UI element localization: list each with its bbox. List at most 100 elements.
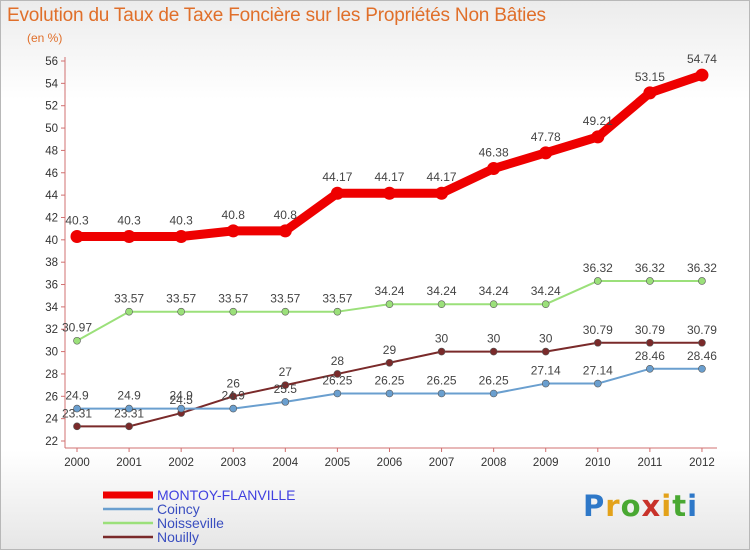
data-label: 30.79	[687, 323, 717, 337]
data-label: 33.57	[114, 292, 144, 306]
data-point	[330, 186, 344, 200]
data-point	[333, 307, 342, 316]
y-tick-label: 46	[45, 168, 58, 180]
series-line	[72, 70, 707, 241]
data-point	[333, 389, 342, 398]
y-tick-label: 52	[45, 101, 58, 113]
data-point	[593, 338, 602, 347]
data-label: 44.17	[427, 170, 457, 184]
y-tick-label: 42	[45, 212, 58, 224]
legend-label: Coincy	[157, 501, 200, 517]
data-label: 25.5	[274, 382, 298, 396]
data-point	[489, 389, 498, 398]
y-tick-label: 22	[45, 436, 58, 448]
data-point	[281, 381, 290, 389]
data-label: 26.25	[479, 374, 509, 388]
data-point	[281, 307, 290, 316]
data-label: 46.38	[479, 146, 509, 160]
x-tick-label: 2003	[220, 457, 246, 469]
data-point	[539, 146, 553, 160]
data-point	[125, 404, 133, 413]
data-label: 40.3	[65, 213, 89, 227]
chart-title: Evolution du Taux de Taxe Foncière sur l…	[7, 5, 546, 26]
data-label: 24.9	[65, 389, 89, 403]
data-label: 27.14	[531, 364, 561, 378]
data-point	[698, 364, 706, 373]
data-label: 30.97	[62, 321, 92, 335]
axes: 22 24 26 28 30 32 34 36 38 40 42 44 46 48 50 52 54 56 2000…	[45, 56, 717, 469]
data-point	[643, 86, 657, 100]
data-point	[125, 422, 133, 431]
data-label: 49.21	[583, 114, 613, 128]
data-label: 47.78	[531, 130, 561, 144]
data-point	[385, 358, 394, 367]
data-point	[437, 300, 446, 309]
data-label: 23.31	[62, 406, 92, 420]
data-point	[698, 277, 706, 285]
y-tick-label: 24	[45, 414, 58, 426]
data-point	[73, 336, 81, 345]
data-point	[437, 347, 446, 356]
data-label: 30.79	[635, 323, 665, 337]
data-point	[229, 307, 238, 316]
data-label: 24.5	[169, 393, 193, 407]
data-label: 26.25	[427, 374, 457, 388]
data-point	[541, 379, 550, 388]
series-points	[70, 68, 709, 431]
x-tick-label: 2007	[429, 457, 455, 469]
data-label: 36.32	[687, 261, 717, 275]
proxiti-logo: Proxiti	[583, 489, 699, 523]
data-point	[229, 404, 238, 413]
data-label: 34.24	[374, 284, 404, 298]
x-tick-label: 2006	[377, 457, 403, 469]
data-label: 24.9	[117, 389, 141, 403]
data-label: 33.57	[218, 292, 248, 306]
data-point	[385, 300, 394, 309]
y-tick-label: 38	[45, 257, 58, 269]
data-label: 33.57	[166, 292, 196, 306]
data-point	[125, 307, 133, 316]
data-label: 40.3	[169, 213, 193, 227]
data-point	[541, 347, 550, 356]
x-tick-label: 2010	[585, 457, 611, 469]
data-point	[646, 277, 654, 285]
data-label: 30.79	[583, 323, 613, 337]
data-point	[73, 404, 81, 413]
data-point	[489, 347, 498, 356]
x-tick-label: 2004	[273, 457, 299, 469]
data-label: 33.57	[322, 292, 352, 306]
x-tick-label: 2012	[689, 457, 715, 469]
y-tick-label: 40	[45, 235, 58, 247]
data-point	[278, 224, 292, 238]
y-tick-label: 26	[45, 391, 58, 403]
data-point	[70, 229, 84, 243]
data-point	[437, 389, 446, 398]
data-label: 26	[227, 376, 241, 390]
data-label: 44.17	[322, 170, 352, 184]
x-tick-label: 2011	[638, 457, 663, 469]
y-tick-label: 50	[45, 123, 58, 135]
data-point	[382, 186, 396, 200]
data-label: 53.15	[635, 70, 665, 84]
data-label: 33.57	[270, 292, 300, 306]
x-tick-label: 2009	[533, 457, 559, 469]
data-labels: 40.3 40.3 40.3 40.8 40.8 44.17 44.17 44.17 46.38…	[62, 52, 717, 420]
data-point	[333, 370, 342, 378]
data-label: 28	[331, 354, 345, 368]
data-label: 27	[279, 365, 293, 379]
data-point	[226, 224, 240, 238]
data-point	[695, 68, 709, 82]
x-tick-label: 2002	[168, 457, 194, 469]
y-tick-label: 54	[45, 78, 58, 90]
data-label: 44.17	[374, 170, 404, 184]
data-point	[435, 186, 449, 200]
x-tick-label: 2005	[325, 457, 351, 469]
data-label: 29	[383, 343, 397, 357]
data-label: 26.25	[322, 374, 352, 388]
data-label: 26.25	[374, 374, 404, 388]
x-tick-label: 2008	[481, 457, 507, 469]
y-tick-label: 44	[45, 190, 58, 202]
data-label: 30	[539, 332, 553, 346]
y-tick-label: 30	[45, 347, 58, 359]
